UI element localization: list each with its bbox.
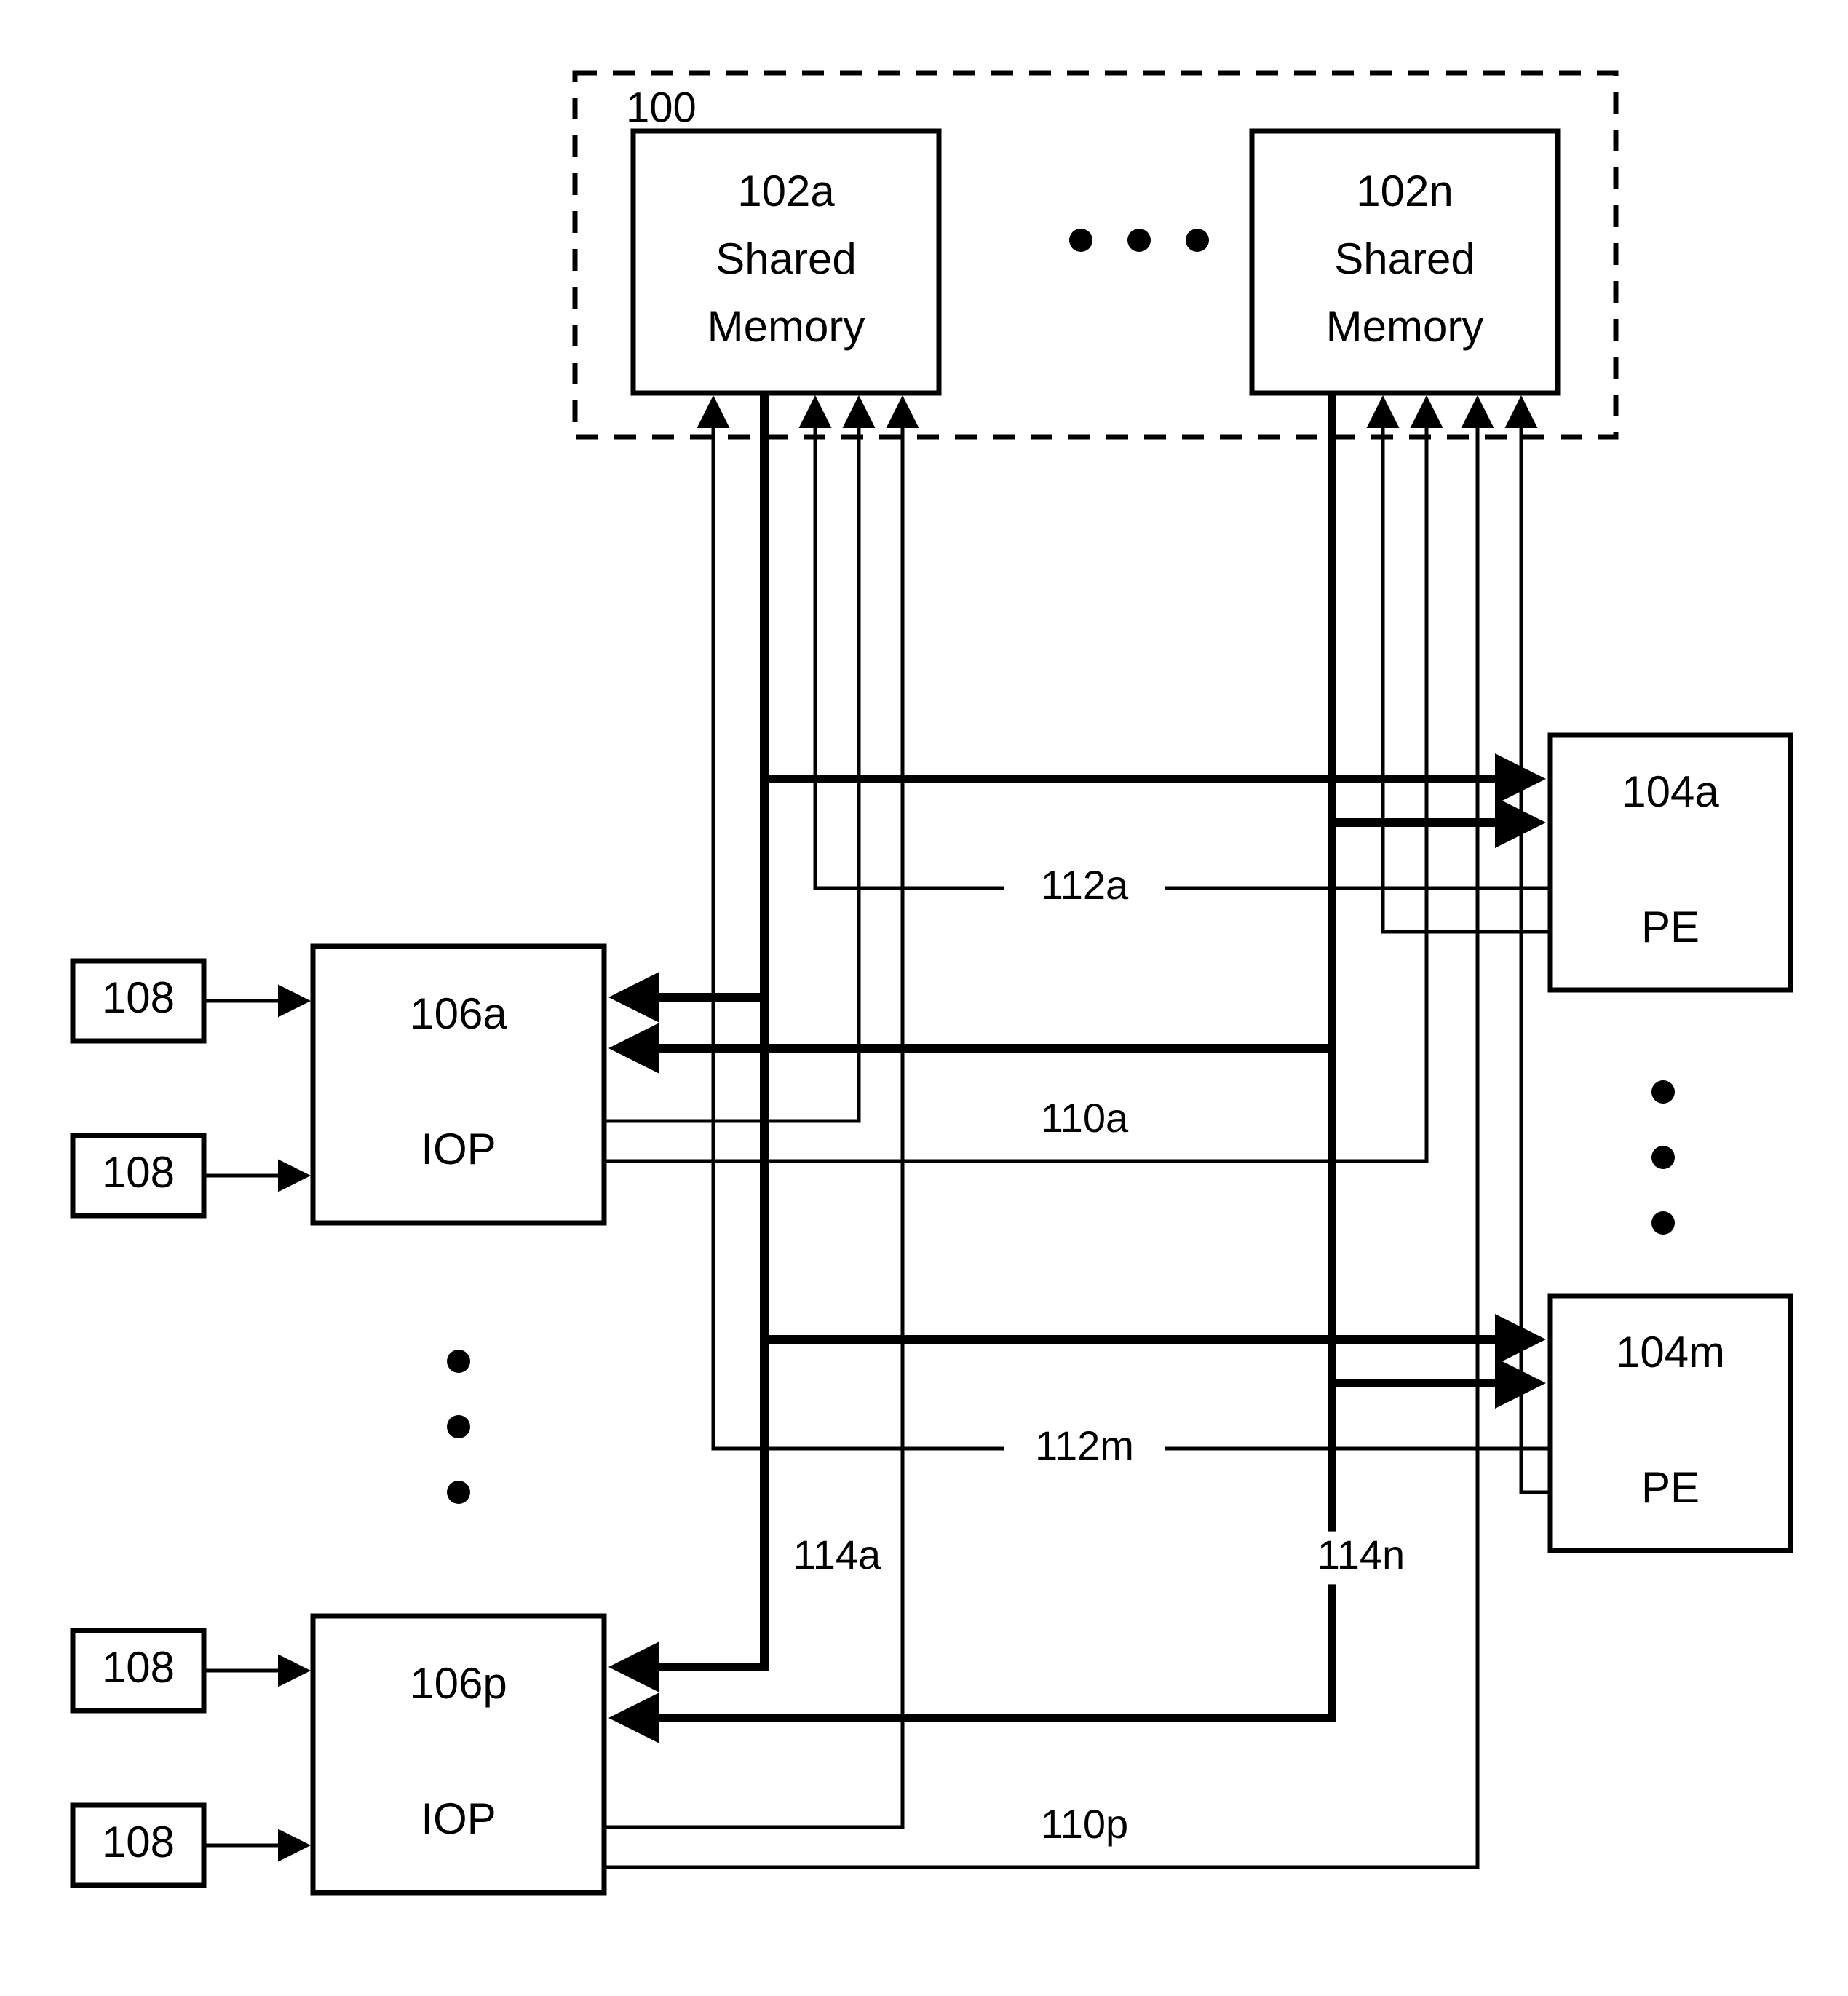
svg-text:PE: PE — [1641, 1463, 1700, 1512]
architecture-diagram: 102aSharedMemory102nSharedMemory104aPE10… — [0, 0, 1848, 1996]
ellipsis-mem — [1069, 229, 1209, 252]
svg-text:Shared: Shared — [1334, 234, 1475, 283]
edge-pe-a-to-mem-n-112a-2 — [1383, 402, 1550, 932]
edge-mem-n-to-iop-a — [619, 823, 1332, 1048]
node-108: 108 — [73, 1631, 204, 1711]
svg-text:IOP: IOP — [421, 1125, 496, 1173]
label-112m: 112m — [1035, 1422, 1134, 1468]
svg-text:104m: 104m — [1616, 1328, 1725, 1377]
svg-text:108: 108 — [102, 973, 175, 1022]
svg-text:104a: 104a — [1622, 767, 1719, 816]
node-104m: 104m PE — [1550, 1296, 1791, 1551]
svg-text:Memory: Memory — [707, 302, 865, 351]
label-114a: 114a — [793, 1532, 881, 1577]
edge-mem-n-to-pe-m — [1332, 1048, 1536, 1383]
node-102a: 102a Shared Memory — [633, 131, 939, 393]
edge-pe-m-to-mem-n-112m-2 — [1521, 402, 1550, 1492]
container-label: 100 — [626, 84, 697, 131]
svg-text:Memory: Memory — [1326, 302, 1484, 351]
node-108: 108 — [73, 1136, 204, 1216]
label-114n: 114n — [1317, 1532, 1405, 1577]
edge-mem-a-to-pe-a — [764, 393, 1536, 779]
label-110p: 110p — [1041, 1801, 1128, 1847]
node-104a: 104a PE — [1550, 735, 1791, 990]
svg-text:102a: 102a — [737, 167, 835, 215]
node-108: 108 — [73, 961, 204, 1041]
node-106a: 106a IOP — [313, 946, 604, 1223]
node-102n: 102n Shared Memory — [1252, 131, 1558, 393]
svg-text:102n: 102n — [1356, 167, 1453, 215]
ellipsis-pe — [1651, 1080, 1675, 1235]
svg-text:108: 108 — [102, 1643, 175, 1692]
edge-mem-a-to-iop-a — [619, 779, 764, 997]
edge-iop-a-to-mem-a-110a-1 — [604, 402, 859, 1121]
svg-text:108: 108 — [102, 1148, 175, 1197]
svg-text:106a: 106a — [410, 989, 507, 1038]
svg-text:PE: PE — [1641, 903, 1700, 951]
node-108: 108 — [73, 1805, 204, 1885]
svg-text:Shared: Shared — [715, 234, 856, 283]
ellipsis-iop — [447, 1350, 470, 1504]
node-106p: 106p IOP — [313, 1616, 604, 1893]
svg-text:106p: 106p — [410, 1659, 507, 1708]
edge-pe-a-to-mem-a-112a-1 — [815, 402, 1004, 888]
edge-mem-n-to-pe-a — [1332, 393, 1536, 823]
svg-text:108: 108 — [102, 1818, 175, 1866]
edge-mem-a-to-iop-p — [619, 1339, 764, 1667]
label-112a: 112a — [1041, 862, 1129, 908]
label-110a: 110a — [1041, 1095, 1129, 1141]
svg-text:IOP: IOP — [421, 1794, 496, 1843]
